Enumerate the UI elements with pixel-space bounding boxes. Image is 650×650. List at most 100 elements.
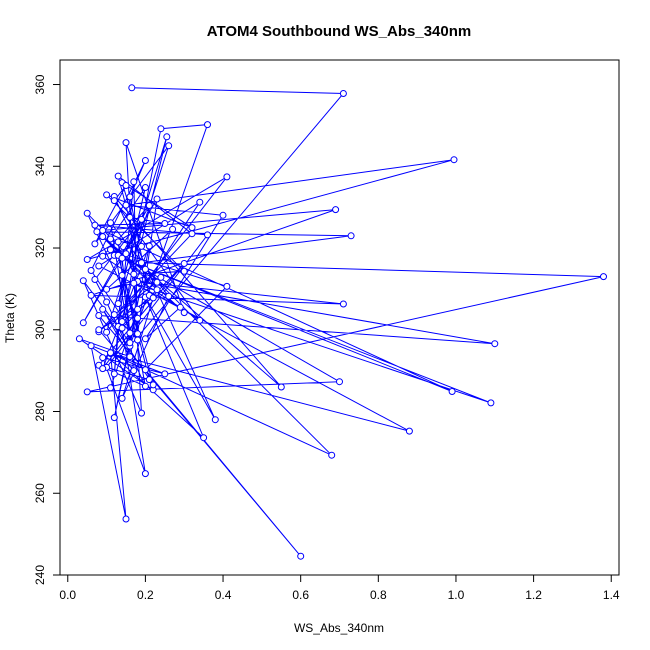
data-point <box>103 298 111 306</box>
data-point <box>110 370 118 378</box>
data-point <box>134 305 142 313</box>
data-point <box>223 282 231 290</box>
x-tick-label: 0.4 <box>215 588 232 602</box>
data-point <box>103 285 111 293</box>
x-tick-label: 1.2 <box>525 588 542 602</box>
data-point <box>138 409 145 417</box>
plot-area-frame <box>59 59 620 576</box>
data-point <box>91 276 99 283</box>
data-point <box>491 340 499 348</box>
data-point <box>211 416 219 424</box>
data-point <box>99 252 107 260</box>
data-point <box>126 329 134 337</box>
data-point <box>153 195 161 203</box>
data-point <box>138 242 145 250</box>
data-point <box>145 202 153 209</box>
data-point <box>93 228 101 236</box>
data-point <box>110 311 118 319</box>
data-point <box>223 173 231 181</box>
data-point <box>99 365 107 373</box>
x-tick-label: 1.0 <box>448 588 465 602</box>
x-axis: 0.0 0.2 0.4 0.6 0.8 1.0 1.2 1.4 <box>59 574 620 602</box>
data-point <box>141 366 149 374</box>
data-point <box>114 300 122 308</box>
data-point <box>145 242 153 250</box>
data-point <box>153 286 161 294</box>
data-point <box>130 178 138 186</box>
data-point <box>188 224 196 232</box>
data-point <box>134 330 142 338</box>
data-point <box>99 233 107 241</box>
data-point <box>83 209 91 217</box>
data-point <box>122 139 130 147</box>
data-point <box>87 267 95 274</box>
data-point <box>405 427 413 435</box>
data-point <box>103 191 111 199</box>
data-point <box>487 399 495 407</box>
data-point <box>83 256 91 263</box>
data-point <box>204 231 211 239</box>
data-point <box>103 328 111 336</box>
data-point <box>118 324 126 332</box>
data-point <box>180 260 188 267</box>
data-point <box>138 215 145 223</box>
data-point <box>95 326 103 334</box>
data-point <box>91 240 99 248</box>
data-point <box>141 265 149 273</box>
data-point <box>110 197 118 205</box>
series-line <box>79 87 604 557</box>
data-point <box>600 273 607 281</box>
data-point <box>336 378 343 386</box>
data-point <box>95 262 103 270</box>
data-point <box>141 470 149 478</box>
data-point <box>122 182 130 189</box>
x-tick-label: 0.0 <box>59 588 76 602</box>
data-point <box>134 314 142 322</box>
data-point <box>107 219 114 227</box>
data-point <box>145 376 153 384</box>
data-point <box>107 349 114 357</box>
data-point <box>141 184 149 191</box>
data-point <box>277 383 285 391</box>
data-point <box>75 335 83 343</box>
data-point <box>128 84 136 92</box>
data-point <box>196 198 204 206</box>
data-point <box>141 335 149 343</box>
y-tick-label: 240 <box>33 565 47 585</box>
data-point <box>163 133 171 141</box>
data-point <box>138 259 145 267</box>
data-point <box>204 121 211 129</box>
data-point <box>110 414 118 422</box>
data-point <box>79 277 87 285</box>
data-point <box>339 90 347 97</box>
data-point <box>161 370 169 378</box>
data-point <box>122 201 130 209</box>
data-point <box>448 388 456 395</box>
data-point <box>126 213 134 221</box>
y-tick-label: 320 <box>33 238 47 258</box>
data-point <box>83 388 91 396</box>
data-point <box>130 279 138 287</box>
chart-title: ATOM4 Southbound WS_Abs_340nm <box>207 23 471 40</box>
data-point <box>339 300 347 308</box>
y-tick-label: 300 <box>33 319 47 339</box>
data-point <box>118 394 126 402</box>
data-point <box>165 292 173 300</box>
data-point <box>347 232 355 240</box>
data-point <box>122 250 130 258</box>
data-point <box>130 270 138 278</box>
data-point <box>157 273 165 281</box>
data-point <box>126 339 134 347</box>
y-tick-label: 360 <box>33 74 47 94</box>
x-tick-label: 0.6 <box>292 588 309 602</box>
y-tick-label: 280 <box>33 401 47 421</box>
data-point <box>99 305 107 313</box>
data-point <box>141 157 149 164</box>
y-tick-label: 340 <box>33 156 47 176</box>
series-layer <box>75 84 607 560</box>
x-tick-label: 1.4 <box>603 588 620 602</box>
data-point <box>118 271 126 279</box>
data-point <box>95 312 103 319</box>
data-point <box>126 193 134 201</box>
